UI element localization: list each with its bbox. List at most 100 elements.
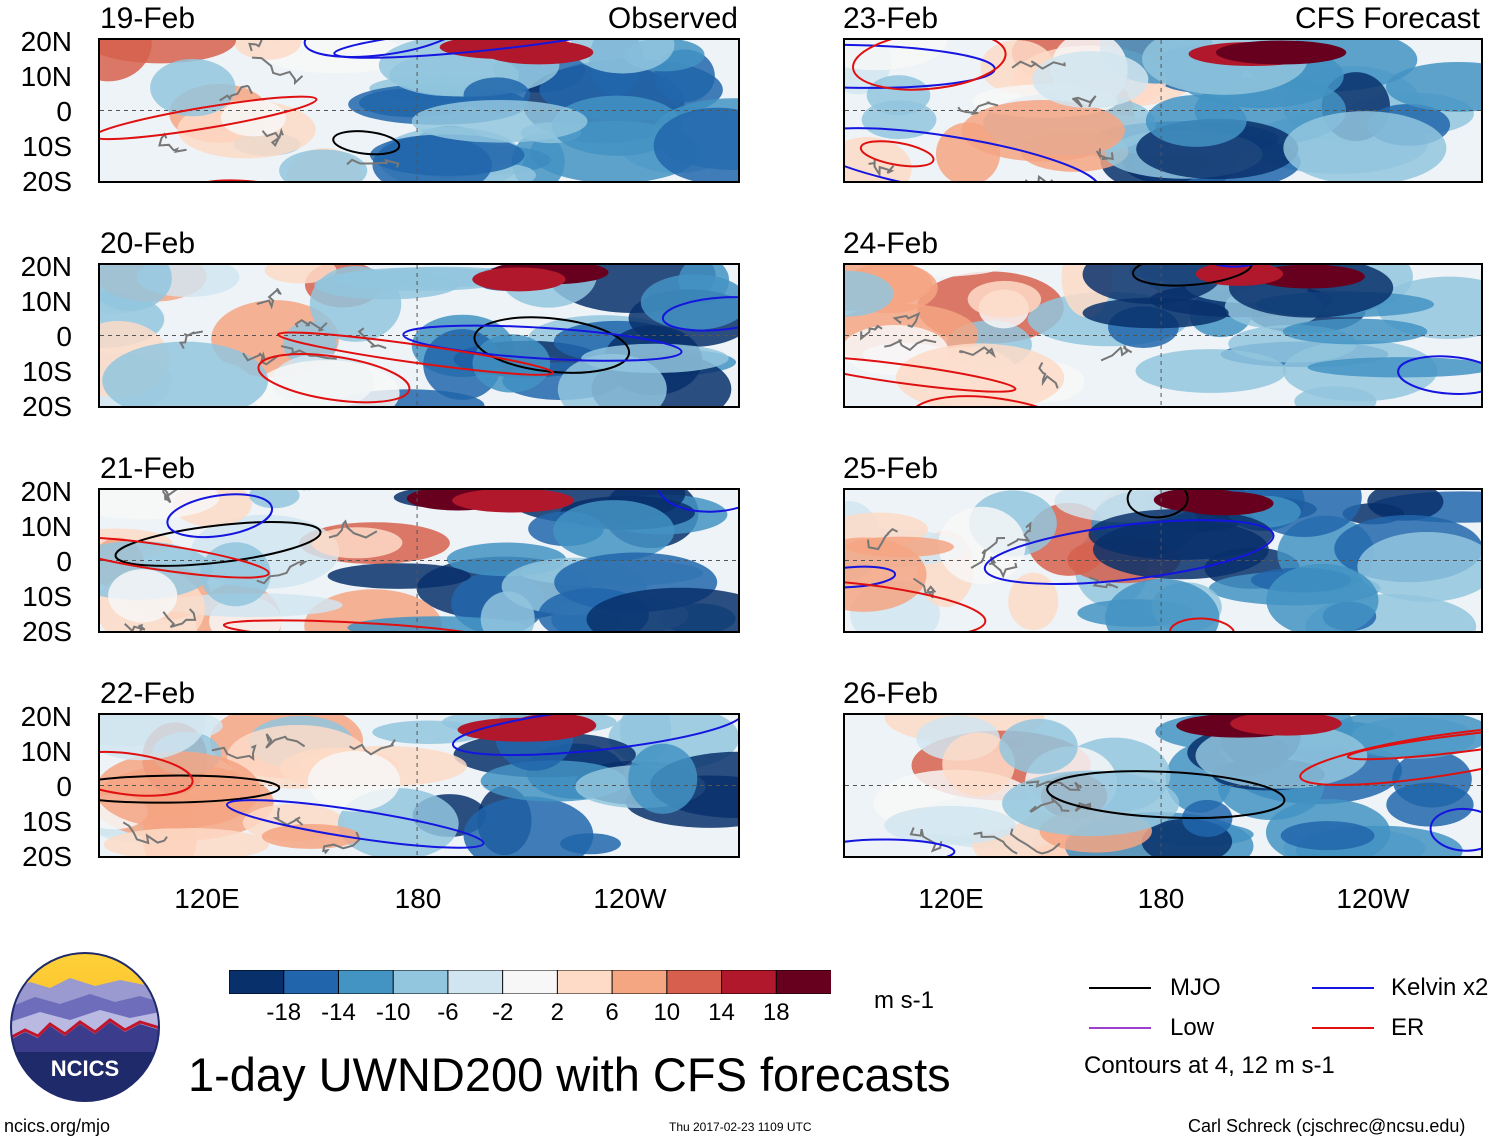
legend-low-line xyxy=(1089,1027,1151,1029)
lat-label-row2-3: 10S xyxy=(22,356,72,387)
shading-blob xyxy=(1307,357,1481,378)
shading-blob xyxy=(311,527,403,559)
coastline xyxy=(1029,795,1070,813)
legend-kelvin-label: Kelvin x2 xyxy=(1391,974,1489,1001)
lon-label-120w-right: 120W xyxy=(1336,883,1410,914)
lat-label-row3-1: 10N xyxy=(20,511,72,542)
map-obs-20feb xyxy=(98,263,740,408)
shading-blob xyxy=(895,343,1065,406)
panel-date-fc-1: 23-Feb xyxy=(843,2,939,35)
shading-blob xyxy=(586,587,738,631)
shading-blob xyxy=(463,796,594,856)
shading-blob xyxy=(100,265,172,311)
colorbar-tick-label: 18 xyxy=(762,999,790,1026)
contour-loop xyxy=(100,774,281,804)
colorbar-tick-label: 2 xyxy=(550,999,565,1026)
footer-url[interactable]: ncics.org/mjo xyxy=(4,1116,111,1136)
legend-mjo-label: MJO xyxy=(1170,974,1221,1001)
shading-blob xyxy=(942,732,1015,797)
coastline xyxy=(1011,60,1066,70)
contour-loop xyxy=(402,324,683,362)
colorbar-swatch-7 xyxy=(611,969,668,995)
panel-date-fc-4: 26-Feb xyxy=(843,677,939,710)
contour-loop xyxy=(473,316,631,374)
footer-timestamp: Thu 2017-02-23 1109 UTC xyxy=(669,1120,812,1134)
jet-max-blob xyxy=(1215,40,1347,65)
map-obs-22feb xyxy=(98,713,740,858)
map-fc-25feb xyxy=(843,488,1483,633)
coastline xyxy=(909,827,943,853)
coastline xyxy=(1009,828,1061,855)
shading-blob xyxy=(628,743,698,814)
contour-loop xyxy=(1346,726,1481,761)
shading-blob xyxy=(327,563,471,589)
coastline xyxy=(242,351,279,366)
lon-label-180-left: 180 xyxy=(394,883,442,914)
coastline xyxy=(959,346,996,359)
contour-loop xyxy=(845,355,1017,393)
coastline xyxy=(178,330,203,350)
coastline xyxy=(357,327,387,350)
shading-blob xyxy=(1385,61,1481,112)
lat-label-row4-0: 20N xyxy=(20,701,72,732)
shading-blob xyxy=(1386,782,1474,827)
shading-blob xyxy=(1195,722,1368,789)
panel-date-obs-2: 20-Feb xyxy=(100,227,196,260)
contour-loop xyxy=(657,490,738,513)
shading-blob xyxy=(480,591,535,631)
coastline xyxy=(988,556,1018,579)
jet-max-blob xyxy=(1230,715,1342,736)
shading-blob xyxy=(557,353,667,406)
colorbar-tick-label: -14 xyxy=(321,999,356,1026)
coastline xyxy=(122,821,168,845)
figure-title: 1-day UWND200 with CFS forecasts xyxy=(188,1048,951,1101)
shading-blob xyxy=(150,58,236,117)
shading-blob xyxy=(967,280,1042,318)
shading-blob xyxy=(1105,578,1220,631)
coastline xyxy=(1088,576,1119,589)
legend-kelvin-line xyxy=(1312,987,1374,989)
lat-label-row1-4: 20S xyxy=(22,166,72,197)
lat-label-row1-0: 20N xyxy=(20,26,72,57)
map-fc-26feb xyxy=(843,713,1483,858)
contour-loop xyxy=(100,750,194,797)
coastline xyxy=(349,739,396,756)
map-obs-21feb xyxy=(98,488,740,633)
coastline xyxy=(162,490,178,504)
coastline xyxy=(973,831,1018,855)
colorbar-tick-label: -2 xyxy=(491,999,514,1026)
panel-date-obs-1: 19-Feb xyxy=(100,2,196,35)
lat-label-row1-3: 10S xyxy=(22,131,72,162)
contour-loop xyxy=(983,519,1275,585)
colorbar-tick-label: 14 xyxy=(708,999,735,1026)
shading-blob xyxy=(553,500,675,562)
shading-blob xyxy=(249,490,300,509)
contour-loop xyxy=(257,353,411,404)
shading-blob xyxy=(100,40,237,64)
lat-label-row3-4: 20S xyxy=(22,616,72,647)
shading-blob xyxy=(1145,94,1247,147)
shading-blob xyxy=(261,824,361,849)
contour-loop xyxy=(100,536,270,579)
coastline xyxy=(1024,174,1054,181)
colorbar-tick-label: -6 xyxy=(437,999,459,1026)
contour-loop xyxy=(1429,807,1481,852)
shading-blob xyxy=(1082,297,1229,329)
lat-label-row4-3: 10S xyxy=(22,806,72,837)
contour-loop xyxy=(845,577,987,631)
colorbar-swatch-5 xyxy=(502,969,559,995)
colorbar-swatch-10 xyxy=(775,969,832,995)
coastline xyxy=(957,101,999,116)
map-obs-19feb xyxy=(98,38,740,183)
colorbar-swatch-9 xyxy=(721,969,778,995)
colorbar-swatch-2 xyxy=(337,969,395,995)
forecast-tag: CFS Forecast xyxy=(1294,2,1480,35)
shading-blob xyxy=(845,537,927,612)
legend-low-label: Low xyxy=(1170,1014,1215,1041)
lat-label-row3-3: 10S xyxy=(22,581,72,612)
shading-blob xyxy=(1135,349,1287,393)
shading-blob xyxy=(200,542,271,607)
shading-blob xyxy=(307,751,401,812)
coastline xyxy=(970,536,1006,569)
coastline xyxy=(1006,521,1032,547)
